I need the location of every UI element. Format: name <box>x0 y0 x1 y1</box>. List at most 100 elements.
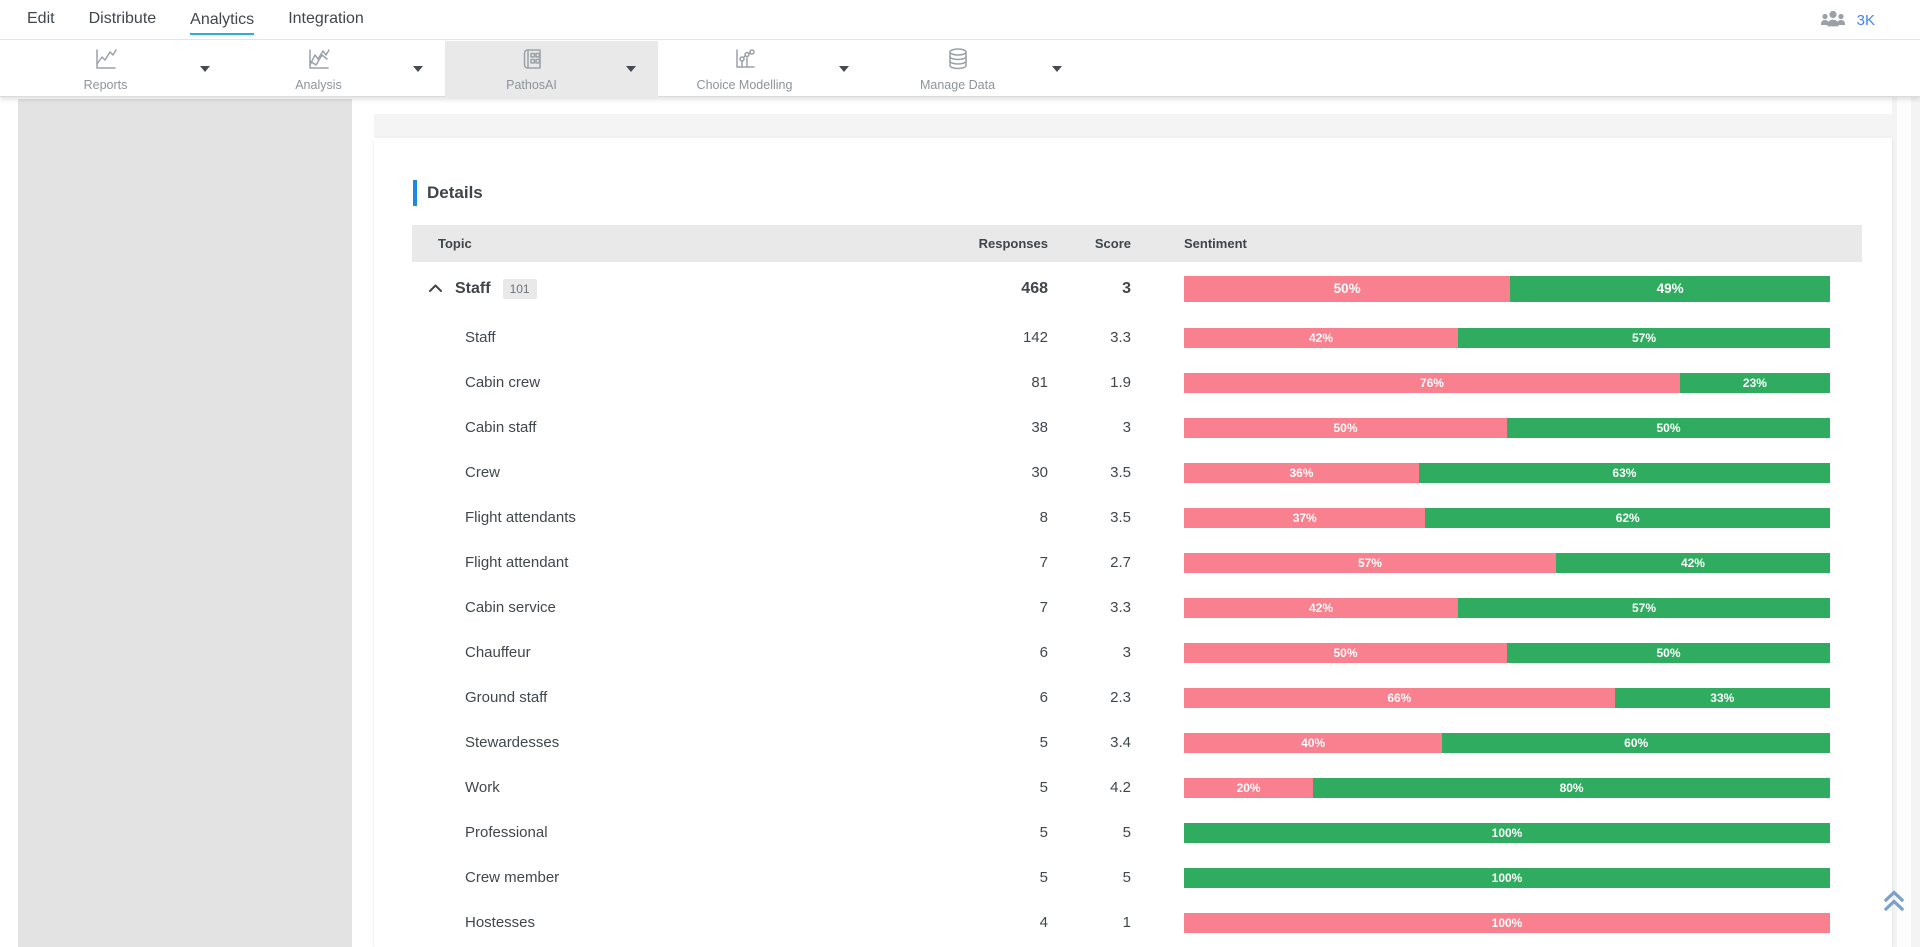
table-row[interactable]: Staff 142 3.3 42% 57% <box>412 315 1862 360</box>
collapse-chevron-icon[interactable] <box>428 283 443 294</box>
responses-value: 5 <box>1039 824 1048 841</box>
scrollbar-track[interactable] <box>1897 97 1911 947</box>
topic-label: Chauffeur <box>465 644 531 661</box>
score-value: 2.3 <box>1110 689 1131 706</box>
table-row[interactable]: Cabin service 7 3.3 42% 57% <box>412 585 1862 630</box>
negative-segment: 37% <box>1184 507 1426 528</box>
sentiment-bar: 36% 63% <box>1184 462 1830 483</box>
responses-value: 6 <box>1039 689 1048 706</box>
table-row[interactable]: Ground staff 6 2.3 66% 33% <box>412 675 1862 720</box>
positive-segment: 57% <box>1458 597 1830 618</box>
tab-label: Reports <box>83 78 128 92</box>
table-parent-row[interactable]: Staff 101 468 3 50% 49% <box>412 262 1862 315</box>
score-value: 4.2 <box>1110 779 1131 796</box>
topic-label: Cabin service <box>465 599 556 616</box>
topic-label: Stewardesses <box>465 734 560 751</box>
menu-item-integration[interactable]: Integration <box>288 9 364 27</box>
responses-value: 5 <box>1039 869 1048 886</box>
trend-analysis-icon <box>306 46 332 77</box>
table-row[interactable]: Stewardesses 5 3.4 40% 60% <box>412 720 1862 765</box>
score-value: 3.4 <box>1110 734 1131 751</box>
tab-analysis[interactable]: Analysis <box>232 41 445 97</box>
score-value: 1 <box>1122 914 1131 931</box>
scroll-to-top-button[interactable] <box>1879 886 1909 916</box>
responses-value: 6 <box>1039 644 1048 661</box>
positive-segment: 100% <box>1184 867 1830 888</box>
tab-label: Manage Data <box>919 78 996 92</box>
topic-label: Flight attendants <box>465 509 576 526</box>
table-row[interactable]: Cabin staff 38 3 50% 50% <box>412 405 1862 450</box>
tab-label: Analysis <box>295 78 342 92</box>
topic-label: Hostesses <box>465 914 536 931</box>
column-header-responses[interactable]: Responses <box>978 236 1048 251</box>
chevron-down-icon[interactable] <box>1052 66 1062 72</box>
chevron-down-icon[interactable] <box>200 66 210 72</box>
table-row[interactable]: Crew 30 3.5 36% 63% <box>412 450 1862 495</box>
chevron-down-icon[interactable] <box>626 66 636 72</box>
topic-label: Cabin crew <box>465 374 541 391</box>
topic-label: Staff <box>465 329 496 346</box>
negative-segment: 50% <box>1184 417 1507 438</box>
column-header-topic[interactable]: Topic <box>438 236 472 251</box>
negative-segment: 50% <box>1184 642 1507 663</box>
responses-value: 5 <box>1039 779 1048 796</box>
section-title: Details <box>427 183 483 202</box>
negative-segment: 42% <box>1184 327 1459 348</box>
responses-value: 81 <box>1031 374 1048 391</box>
sentiment-bar: 40% 60% <box>1184 732 1830 753</box>
top-menu-bar: Edit Distribute Analytics Integration 3K <box>0 0 1920 40</box>
topics-table: Topic Responses Score Sentiment Staff 10… <box>412 225 1862 945</box>
responses-value: 7 <box>1039 554 1048 571</box>
column-header-score[interactable]: Score <box>1094 236 1131 251</box>
table-header-row: Topic Responses Score Sentiment <box>412 225 1862 262</box>
chevron-down-icon[interactable] <box>413 66 423 72</box>
double-chevron-up-icon <box>1879 890 1909 920</box>
sentiment-bar: 100% <box>1184 822 1830 843</box>
chevron-down-icon[interactable] <box>839 66 849 72</box>
table-row[interactable]: Cabin crew 81 1.9 76% 23% <box>412 360 1862 405</box>
sentiment-bar: 50% 49% <box>1184 275 1830 302</box>
title-accent-bar <box>413 180 417 206</box>
topic-label: Flight attendant <box>465 554 569 571</box>
sentiment-bar: 100% <box>1184 912 1830 933</box>
topic-label: Crew <box>465 464 501 481</box>
topic-label: Work <box>465 779 500 796</box>
positive-segment: 100% <box>1184 822 1830 843</box>
responses-value: 4 <box>1039 914 1048 931</box>
negative-segment: 100% <box>1184 912 1830 933</box>
respondent-count-link[interactable]: 3K <box>1856 11 1875 29</box>
table-row[interactable]: Flight attendants 8 3.5 37% 62% <box>412 495 1862 540</box>
tab-choice-modelling[interactable]: Choice Modelling <box>658 41 871 97</box>
table-row[interactable]: Professional 5 5 100% <box>412 810 1862 855</box>
responses-value: 142 <box>1022 329 1048 346</box>
table-row[interactable]: Work 5 4.2 20% 80% <box>412 765 1862 810</box>
negative-segment: 36% <box>1184 462 1419 483</box>
sentiment-bar: 57% 42% <box>1184 552 1830 573</box>
report-document-icon <box>519 46 545 77</box>
tab-pathosai[interactable]: PathosAI <box>445 41 658 97</box>
analytics-toolbar: Reports Analysis PathosAI <box>0 41 1920 97</box>
topic-label: Ground staff <box>465 689 548 706</box>
tab-label: PathosAI <box>506 78 557 92</box>
table-row[interactable]: Chauffeur 6 3 50% 50% <box>412 630 1862 675</box>
tab-manage-data[interactable]: Manage Data <box>871 41 1084 97</box>
upper-card-edge <box>374 97 1892 114</box>
responses-value: 38 <box>1031 419 1048 436</box>
responses-value: 7 <box>1039 599 1048 616</box>
column-header-sentiment[interactable]: Sentiment <box>1184 236 1247 251</box>
score-value: 1.9 <box>1110 374 1131 391</box>
table-row[interactable]: Hostesses 4 1 100% <box>412 900 1862 945</box>
responses-value: 468 <box>1021 279 1048 297</box>
tab-label: Choice Modelling <box>696 78 793 92</box>
responses-value: 5 <box>1039 734 1048 751</box>
database-icon <box>945 46 971 77</box>
table-row[interactable]: Flight attendant 7 2.7 57% 42% <box>412 540 1862 585</box>
topic-label: Crew member <box>465 869 560 886</box>
menu-item-distribute[interactable]: Distribute <box>88 9 157 27</box>
menu-item-analytics[interactable]: Analytics <box>190 11 255 35</box>
table-row[interactable]: Crew member 5 5 100% <box>412 855 1862 900</box>
menu-item-edit[interactable]: Edit <box>27 9 55 27</box>
scatter-chart-icon <box>732 46 758 77</box>
tab-reports[interactable]: Reports <box>19 41 232 97</box>
score-value: 3 <box>1122 279 1131 297</box>
